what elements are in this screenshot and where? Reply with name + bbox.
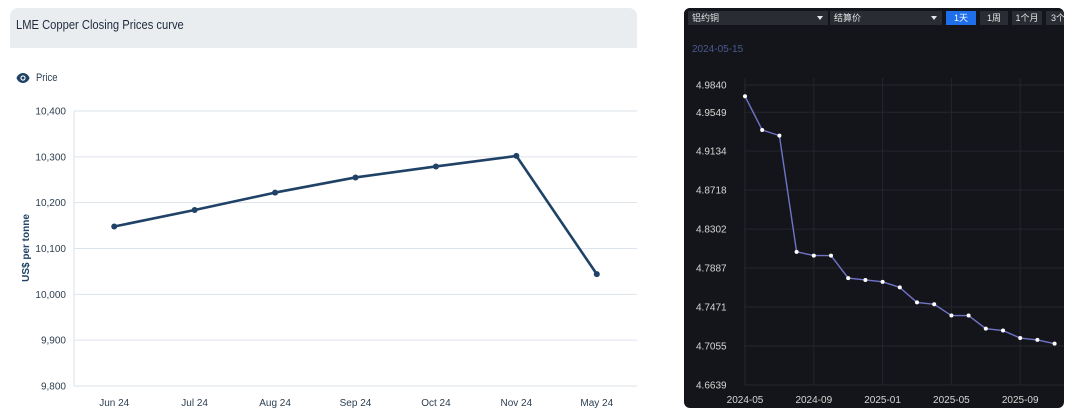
y-tick-label: 4.7471 [696,303,727,314]
y-tick-label: 4.8302 [696,225,727,236]
y-tick-label: 10,200 [35,198,66,209]
x-tick-label: Sep 24 [340,398,372,409]
data-point [829,253,833,258]
data-point [880,279,885,284]
data-point [1001,328,1005,333]
data-point [966,313,971,318]
series-line-price [113,154,598,275]
data-point [513,152,520,159]
legend-label-price: Price [36,72,58,84]
y-tick-label: 4.9840 [696,81,727,92]
data-point [1035,337,1040,342]
range-button-1w[interactable]: 1周 [980,11,1008,25]
chart-legend[interactable]: Price [16,70,61,86]
data-point [760,127,765,132]
data-point [863,277,868,282]
contract-select-value: 铝约铜 [692,13,720,23]
y-tick-label: 4.9134 [696,147,727,158]
price-type-select[interactable]: 结算价 [830,11,942,25]
chevron-down-icon [817,16,823,20]
eye-icon[interactable] [16,72,30,84]
x-tick-label: Jul 24 [181,398,208,409]
data-point [846,276,851,281]
data-point [915,300,919,305]
y-tick-label: 4.8718 [696,186,727,197]
lme-chart-panel: LME Copper Closing Prices curve Price 10… [10,8,637,409]
data-point [1052,341,1057,346]
chart-date-label: 2024-05-15 [692,44,744,55]
x-tick-label: Jun 24 [99,398,129,409]
data-point [432,163,439,170]
data-point [949,313,954,318]
chevron-down-icon [931,16,937,20]
y-tick-label: 10,100 [35,244,66,255]
data-point [983,326,988,331]
data-point [932,302,937,307]
x-tick-label: 2024-05 [727,395,764,406]
data-point [777,133,782,138]
chart-toolbar: 铝约铜 结算价 1天 1周 1个月 3个 [684,8,1064,28]
range-button-3m[interactable]: 3个 [1046,11,1064,25]
data-point [743,94,747,99]
y-tick-label: 4.6639 [696,381,727,392]
chart-title: LME Copper Closing Prices curve [16,17,184,32]
y-axis-label: US$ per tonne [21,214,32,282]
y-tick-label: 9,900 [41,336,66,347]
data-point [352,174,359,181]
y-tick-label: 4.7887 [696,264,727,275]
y-tick-label: 10,000 [35,290,66,301]
x-tick-label: Nov 24 [501,398,533,409]
x-tick-label: 2025-01 [864,395,901,406]
range-button-1m[interactable]: 1个月 [1012,11,1042,25]
lme-line-chart: 10,400 10,300 10,200 10,100 10,000 9,900 9,800… [21,107,637,409]
x-tick-label: 2025-09 [1002,395,1039,406]
chart-header: LME Copper Closing Prices curve [10,8,637,48]
data-point [191,207,198,213]
y-tick-label: 10,300 [35,152,66,163]
data-point [272,189,279,196]
contract-select[interactable]: 铝约铜 [688,11,828,25]
futures-chart-panel: 铝约铜 结算价 1天 1周 1个月 3个 2024-05-15 2024-05 2… [684,8,1064,408]
price-type-select-value: 结算价 [834,13,862,23]
x-tick-label: Aug 24 [259,398,291,409]
data-point [1018,336,1023,341]
data-point [794,249,799,254]
x-tick-label: May 24 [580,398,613,409]
x-tick-label: 2025-05 [933,395,970,406]
y-tick-label: 10,400 [35,107,66,118]
data-point [811,253,816,258]
x-tick-label: Oct 24 [421,398,451,409]
futures-line-chart: 2024-05 2024-09 2025-01 2025-05 2025-09 4.984… [696,78,1064,406]
y-tick-label: 4.9549 [696,108,727,119]
data-point [593,271,600,278]
x-tick-label: 2024-09 [795,395,832,406]
data-point [897,285,902,290]
y-tick-label: 9,800 [41,382,66,393]
data-point [111,223,118,230]
range-button-1d[interactable]: 1天 [946,11,976,25]
y-tick-label: 4.7055 [696,342,727,353]
